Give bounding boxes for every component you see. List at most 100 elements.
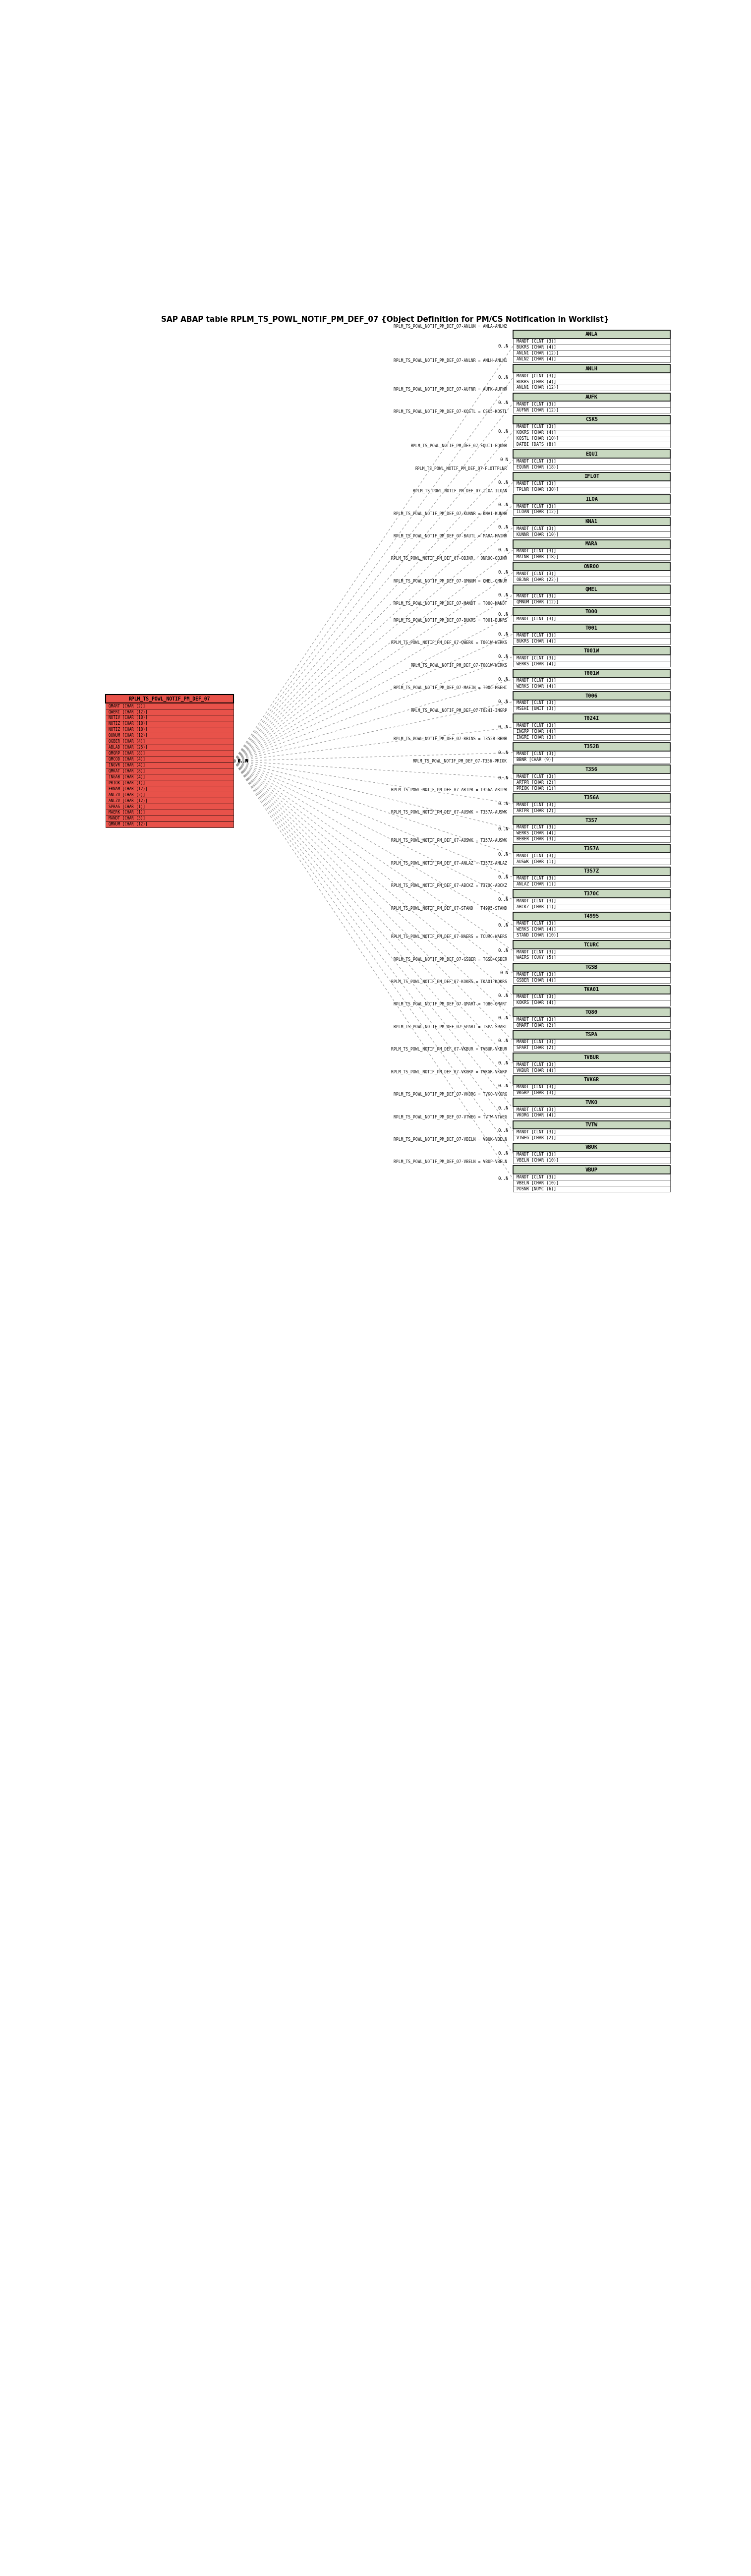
Text: MANDT [CLNT (3)]: MANDT [CLNT (3)]: [517, 340, 556, 343]
Text: VKORG [CHAR (4)]: VKORG [CHAR (4)]: [517, 1113, 556, 1118]
FancyBboxPatch shape: [105, 721, 234, 726]
FancyBboxPatch shape: [513, 330, 670, 337]
Text: 0..N: 0..N: [498, 948, 508, 953]
Text: SAP ABAP table RPLM_TS_POWL_NOTIF_PM_DEF_07 {Object Definition for PM/CS Notific: SAP ABAP table RPLM_TS_POWL_NOTIF_PM_DEF…: [161, 317, 609, 325]
FancyBboxPatch shape: [513, 1185, 670, 1193]
FancyBboxPatch shape: [513, 706, 670, 711]
FancyBboxPatch shape: [513, 786, 670, 791]
Text: MANDT [CLNT (3)]: MANDT [CLNT (3)]: [517, 853, 556, 858]
Text: WERKS [CHAR (4)]: WERKS [CHAR (4)]: [517, 685, 556, 688]
FancyBboxPatch shape: [513, 987, 670, 994]
FancyBboxPatch shape: [513, 363, 670, 374]
Text: 0..N: 0..N: [498, 592, 508, 598]
Text: TVKO: TVKO: [585, 1100, 598, 1105]
FancyBboxPatch shape: [105, 744, 234, 750]
FancyBboxPatch shape: [513, 639, 670, 644]
FancyBboxPatch shape: [513, 801, 670, 809]
Text: AUFNR [CHAR (12)]: AUFNR [CHAR (12)]: [517, 407, 559, 412]
FancyBboxPatch shape: [513, 729, 670, 734]
FancyBboxPatch shape: [513, 1113, 670, 1118]
FancyBboxPatch shape: [513, 881, 670, 886]
FancyBboxPatch shape: [513, 781, 670, 786]
Text: MANDT [CLNT (3)]: MANDT [CLNT (3)]: [517, 402, 556, 407]
FancyBboxPatch shape: [513, 963, 670, 971]
Text: RPLM_TS_POWL_NOTIF_PM_DEF_07-VKORG = TVKO-VKORG: RPLM_TS_POWL_NOTIF_PM_DEF_07-VKORG = TVK…: [394, 1092, 507, 1097]
FancyBboxPatch shape: [513, 948, 670, 956]
Text: TPLNR [CHAR (30)]: TPLNR [CHAR (30)]: [517, 487, 559, 492]
Text: VBUK: VBUK: [585, 1144, 598, 1149]
Text: VKGRP [CHAR (3)]: VKGRP [CHAR (3)]: [517, 1090, 556, 1095]
Text: ABLAD [CHAR (25)]: ABLAD [CHAR (25)]: [109, 744, 147, 750]
FancyBboxPatch shape: [513, 876, 670, 881]
Text: WERKS [CHAR (4)]: WERKS [CHAR (4)]: [517, 662, 556, 667]
Text: RPLM_TS_POWL_NOTIF_PM_DEF_07-RBINS = T352B-BBNR: RPLM_TS_POWL_NOTIF_PM_DEF_07-RBINS = T35…: [394, 737, 507, 742]
FancyBboxPatch shape: [513, 1018, 670, 1023]
Text: RPLM_TS_POWL_NOTIF_PM_DEF_07-AUSWK = T357A-AUSWK: RPLM_TS_POWL_NOTIF_PM_DEF_07-AUSWK = T35…: [391, 837, 507, 842]
Text: RPLM_TS_POWL_NOTIF_PM_DEF_07-BAUTL = MARA-MATNR: RPLM_TS_POWL_NOTIF_PM_DEF_07-BAUTL = MAR…: [394, 533, 507, 538]
Text: 0..N: 0..N: [498, 345, 508, 348]
FancyBboxPatch shape: [513, 482, 670, 487]
Text: 0..N: 0..N: [237, 760, 248, 762]
Text: BUKRS [CHAR (4)]: BUKRS [CHAR (4)]: [517, 639, 556, 644]
Text: AUSWK [CHAR (1)]: AUSWK [CHAR (1)]: [517, 860, 556, 863]
Text: MANDT [CHAR (3)]: MANDT [CHAR (3)]: [109, 817, 145, 822]
Text: MANDT [CLNT (3)]: MANDT [CLNT (3)]: [517, 616, 556, 621]
Text: 0..N: 0..N: [498, 1105, 508, 1110]
FancyBboxPatch shape: [513, 721, 670, 729]
FancyBboxPatch shape: [513, 495, 670, 502]
Text: ILOA: ILOA: [585, 497, 598, 502]
Text: 0..N: 0..N: [498, 1177, 508, 1180]
FancyBboxPatch shape: [513, 690, 670, 701]
Text: QGBER [CHAR (4)]: QGBER [CHAR (4)]: [109, 739, 145, 744]
Text: 0..N: 0..N: [237, 760, 248, 762]
Text: RPLM_TS_POWL_NOTIF_PM_DEF_07-VBELN = VBUP-VBELN: RPLM_TS_POWL_NOTIF_PM_DEF_07-VBELN = VBU…: [394, 1159, 507, 1164]
Text: 0..N: 0..N: [237, 760, 248, 762]
FancyBboxPatch shape: [513, 623, 670, 634]
FancyBboxPatch shape: [513, 577, 670, 582]
FancyBboxPatch shape: [105, 708, 234, 716]
FancyBboxPatch shape: [513, 502, 670, 510]
FancyBboxPatch shape: [513, 1066, 670, 1074]
Text: BEBER [CHAR (3)]: BEBER [CHAR (3)]: [517, 837, 556, 842]
Text: PRIOK [CHAR (1)]: PRIOK [CHAR (1)]: [109, 781, 145, 786]
FancyBboxPatch shape: [513, 904, 670, 909]
Text: MANDT [CLNT (3)]: MANDT [CLNT (3)]: [517, 876, 556, 881]
Text: MANDT [CLNT (3)]: MANDT [CLNT (3)]: [517, 804, 556, 806]
Text: T357A: T357A: [584, 848, 599, 850]
Text: 0..N: 0..N: [498, 654, 508, 659]
Text: TSPA: TSPA: [585, 1033, 598, 1038]
FancyBboxPatch shape: [513, 572, 670, 577]
FancyBboxPatch shape: [513, 793, 670, 801]
Text: ABCKZ [CHAR (1)]: ABCKZ [CHAR (1)]: [517, 904, 556, 909]
Text: QMART [CHAR (2)]: QMART [CHAR (2)]: [109, 703, 145, 708]
Text: T001W: T001W: [584, 649, 599, 654]
Text: T357: T357: [585, 817, 598, 822]
Text: 0..N: 0..N: [237, 760, 248, 762]
FancyBboxPatch shape: [105, 750, 234, 757]
Text: 0..N: 0..N: [498, 1015, 508, 1020]
Text: ANLAZ [CHAR (1)]: ANLAZ [CHAR (1)]: [517, 881, 556, 886]
FancyBboxPatch shape: [513, 415, 670, 425]
FancyBboxPatch shape: [513, 868, 670, 876]
FancyBboxPatch shape: [513, 654, 670, 662]
Text: MANDT [CLNT (3)]: MANDT [CLNT (3)]: [517, 549, 556, 554]
Text: 0..N: 0..N: [498, 701, 508, 703]
FancyBboxPatch shape: [513, 1175, 670, 1180]
Text: 0..N: 0..N: [237, 760, 248, 762]
FancyBboxPatch shape: [513, 837, 670, 842]
Text: 0..N: 0..N: [237, 760, 248, 762]
Text: 0..N: 0..N: [237, 760, 248, 762]
Text: 0..N: 0..N: [498, 922, 508, 927]
Text: OBJNR [CHAR (22)]: OBJNR [CHAR (22)]: [517, 577, 559, 582]
Text: 0..N: 0..N: [237, 760, 248, 762]
FancyBboxPatch shape: [513, 634, 670, 639]
Text: ONR00: ONR00: [584, 564, 599, 569]
Text: VBELN [CHAR (10)]: VBELN [CHAR (10)]: [517, 1159, 559, 1162]
FancyBboxPatch shape: [513, 1097, 670, 1108]
FancyBboxPatch shape: [513, 1151, 670, 1157]
Text: RPLM_TS_POWL_NOTIF_PM_DEF_07-VTWEG = TVTW-VTWEG: RPLM_TS_POWL_NOTIF_PM_DEF_07-VTWEG = TVT…: [394, 1115, 507, 1118]
Text: 0..N: 0..N: [237, 760, 248, 762]
Text: 0..N: 0..N: [498, 430, 508, 433]
Text: 0..N: 0..N: [498, 724, 508, 729]
Text: 0..N: 0..N: [237, 760, 248, 762]
